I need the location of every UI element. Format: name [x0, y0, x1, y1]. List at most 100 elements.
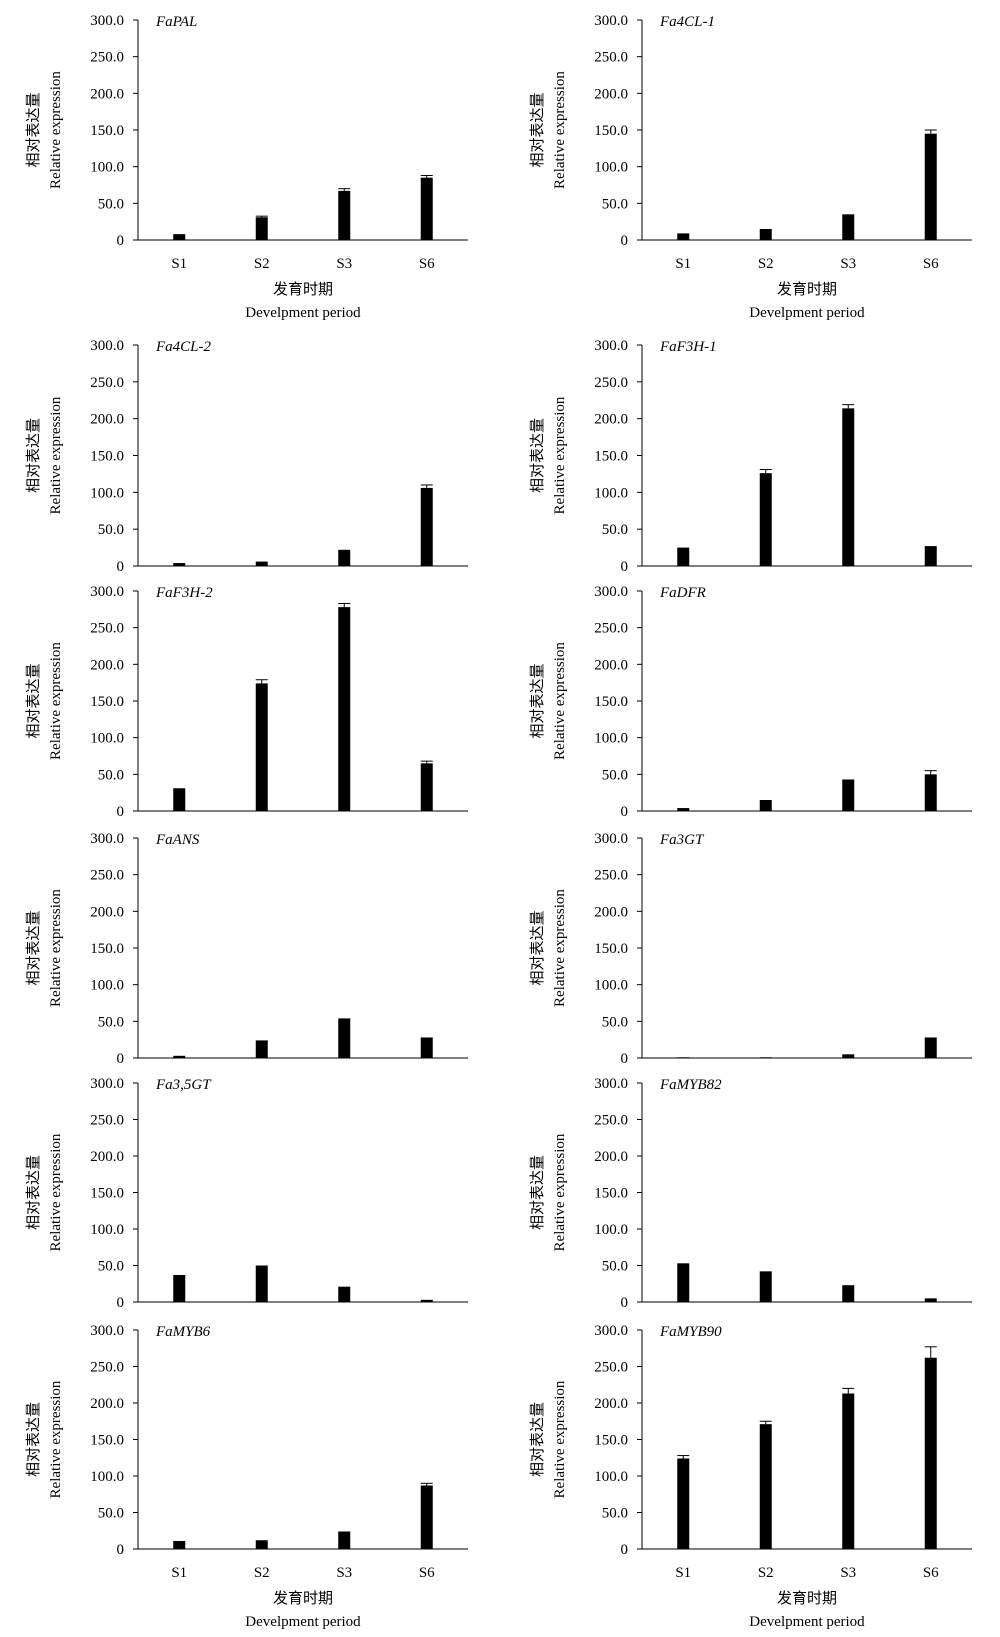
bar-s1 [173, 1274, 186, 1302]
x-tick-label-s3: S3 [840, 1565, 856, 1581]
x-tick-label-s1: S1 [171, 256, 187, 272]
bar-s1 [173, 234, 186, 240]
bar-s6 [924, 1298, 937, 1302]
bar-s3 [842, 779, 855, 811]
y-tick-label: 50.0 [98, 767, 124, 783]
x-tick-label-s1: S1 [675, 1565, 691, 1581]
y-tick-label: 200.0 [90, 904, 124, 920]
y-tick-label: 200.0 [90, 1149, 124, 1165]
y-tick-label: 50.0 [98, 1506, 124, 1522]
gene-title: FaF3H-2 [155, 585, 213, 601]
bar-s3 [842, 408, 855, 566]
x-tick-label-s2: S2 [254, 1565, 270, 1581]
y-tick-label: 250.0 [90, 375, 124, 391]
y-tick-label: 250.0 [594, 1360, 628, 1376]
y-tick-label: 200.0 [594, 412, 628, 428]
x-axis-label-cn: 发育时期 [273, 281, 333, 298]
gene-title: Fa4CL-2 [155, 339, 212, 355]
chart-panel-faf3h-1: 0 50.0 100.0 150.0 200.0 250.0 300.0 FaF3H-1 相对表… [529, 338, 972, 575]
y-tick-label: 250.0 [594, 1113, 628, 1129]
gene-title: Fa3,5GT [155, 1077, 212, 1093]
y-tick-label: 200.0 [90, 657, 124, 673]
bar-s6 [420, 1485, 433, 1549]
chart-panel-fa4cl-2: 0 50.0 100.0 150.0 200.0 250.0 300.0 Fa4CL-2 相对表… [25, 338, 468, 575]
y-tick-label: 100.0 [90, 160, 124, 176]
y-tick-label: 0 [117, 804, 125, 820]
y-tick-label: 50.0 [98, 522, 124, 538]
bar-s6 [420, 763, 433, 811]
y-tick-label: 200.0 [90, 86, 124, 102]
y-tick-label: 250.0 [594, 868, 628, 884]
y-tick-label: 0 [117, 559, 125, 575]
y-tick-label: 100.0 [90, 485, 124, 501]
y-tick-label: 150.0 [594, 941, 628, 957]
x-tick-label-s6: S6 [419, 256, 435, 272]
y-tick-label: 150.0 [594, 123, 628, 139]
y-tick-label: 150.0 [594, 1186, 628, 1202]
y-tick-label: 300.0 [90, 831, 124, 847]
y-tick-label: 0 [621, 1295, 629, 1311]
gene-title: FaF3H-1 [659, 339, 717, 355]
y-axis-label-en: Relative expression [48, 889, 64, 1007]
y-tick-label: 150.0 [594, 449, 628, 465]
y-tick-label: 100.0 [90, 1469, 124, 1485]
x-axis-label-cn: 发育时期 [273, 1590, 333, 1607]
bar-s2 [759, 800, 772, 811]
y-tick-label: 300.0 [90, 584, 124, 600]
bar-s6 [924, 774, 937, 811]
y-axis-label-cn: 相对表达量 [25, 910, 42, 985]
bar-s6 [420, 177, 433, 240]
x-tick-label-s3: S3 [840, 256, 856, 272]
y-tick-label: 0 [117, 1295, 125, 1311]
bar-s3 [842, 214, 855, 240]
y-tick-label: 250.0 [594, 375, 628, 391]
bar-s3 [338, 1286, 351, 1302]
x-tick-label-s6: S6 [923, 1565, 939, 1581]
y-axis-label-cn: 相对表达量 [529, 1155, 546, 1230]
y-tick-label: 200.0 [594, 1149, 628, 1165]
bar-s2 [255, 1265, 268, 1302]
x-axis-label-en: Develpment period [749, 305, 865, 321]
y-tick-label: 50.0 [98, 196, 124, 212]
y-tick-label: 100.0 [594, 978, 628, 994]
y-tick-label: 300.0 [594, 1076, 628, 1092]
y-axis-label-en: Relative expression [552, 1133, 568, 1251]
y-tick-label: 50.0 [602, 1259, 628, 1275]
bar-s2 [255, 561, 268, 566]
y-axis-label-cn: 相对表达量 [25, 663, 42, 738]
x-tick-label-s2: S2 [758, 256, 774, 272]
bar-s2 [255, 1540, 268, 1549]
y-tick-label: 150.0 [90, 1186, 124, 1202]
y-tick-label: 100.0 [90, 731, 124, 747]
x-tick-label-s6: S6 [419, 1565, 435, 1581]
y-axis-label-en: Relative expression [48, 1380, 64, 1498]
bar-s2 [255, 1040, 268, 1058]
y-tick-label: 0 [117, 1051, 125, 1067]
y-tick-label: 300.0 [594, 1323, 628, 1339]
y-axis-label-cn: 相对表达量 [529, 418, 546, 493]
y-tick-label: 200.0 [594, 904, 628, 920]
bar-s2 [759, 229, 772, 240]
y-tick-label: 300.0 [90, 338, 124, 354]
bar-s1 [677, 1057, 690, 1058]
chart-panel-famyb90: 0 50.0 100.0 150.0 200.0 250.0 300.0 FaMYB90 相对表… [529, 1323, 972, 1630]
y-tick-label: 150.0 [90, 941, 124, 957]
bar-s6 [924, 1357, 937, 1549]
bar-s3 [338, 607, 351, 811]
y-tick-label: 0 [621, 233, 629, 249]
bar-s6 [924, 546, 937, 566]
bar-s1 [677, 1458, 690, 1549]
y-tick-label: 150.0 [594, 1433, 628, 1449]
y-tick-label: 300.0 [594, 584, 628, 600]
y-axis-label-cn: 相对表达量 [25, 418, 42, 493]
y-axis-label-cn: 相对表达量 [529, 1402, 546, 1477]
chart-panel-fa4cl-1: 0 50.0 100.0 150.0 200.0 250.0 300.0 Fa4CL-1 相对表… [529, 13, 972, 321]
bar-s2 [759, 473, 772, 566]
y-tick-label: 250.0 [90, 1113, 124, 1129]
y-axis-label-cn: 相对表达量 [529, 910, 546, 985]
x-axis-label-en: Develpment period [749, 1614, 865, 1630]
bar-s1 [173, 1055, 186, 1058]
y-axis-label-cn: 相对表达量 [25, 1155, 42, 1230]
y-tick-label: 250.0 [90, 868, 124, 884]
x-tick-label-s1: S1 [675, 256, 691, 272]
